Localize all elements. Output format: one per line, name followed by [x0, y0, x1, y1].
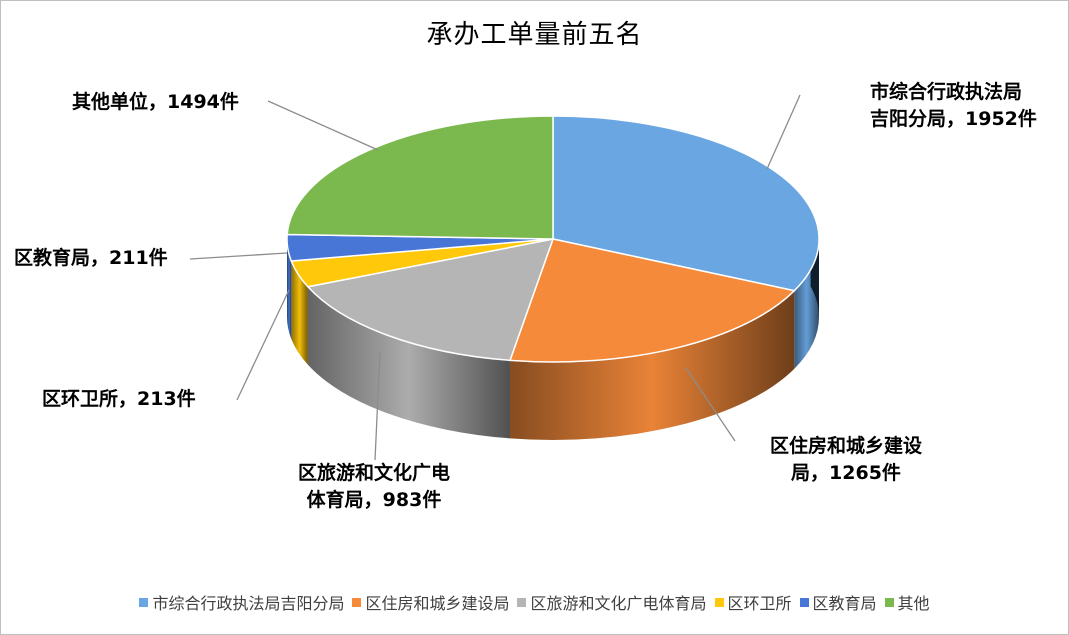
legend-swatch [517, 597, 527, 607]
pie-side-sanitation [291, 261, 308, 365]
legend-label: 区环卫所 [727, 594, 792, 613]
legend-item-education: 区教育局 [799, 590, 877, 614]
data-label-tourism: 区旅游和文化广电 体育局，983件 [280, 460, 468, 514]
legend-item-law-enforcement: 市综合行政执法局吉阳分局 [139, 590, 344, 614]
leader-line-other [267, 100, 379, 151]
data-label-line: 体育局，983件 [306, 489, 442, 511]
pie-slice-law-enforcement [552, 115, 820, 292]
leader-line-tourism [374, 351, 381, 461]
data-label-line: 其他单位，1494件 [72, 91, 239, 113]
pie-slice-tourism [306, 238, 555, 362]
data-label-line: 市综合行政执法局 [870, 81, 1023, 103]
data-label-sanitation: 区环卫所，213件 [42, 386, 196, 413]
pie-slice-housing [508, 238, 796, 363]
legend-swatch [884, 597, 894, 607]
legend-swatch [799, 597, 809, 607]
legend-swatch [139, 597, 149, 607]
data-label-line: 区教育局，211件 [14, 247, 168, 269]
data-label-law-enforcement: 市综合行政执法局 吉阳分局，1952件 [870, 79, 1037, 133]
data-label-other: 其他单位，1494件 [72, 89, 239, 116]
data-label-education: 区教育局，211件 [14, 245, 168, 272]
chart-legend: 市综合行政执法局吉阳分局 区住房和城乡建设局 区旅游和文化广电体育局 区环卫所 区教育局… [0, 590, 1069, 614]
legend-item-tourism: 区旅游和文化广电体育局 [517, 590, 707, 614]
data-label-line: 区住房和城乡建设 [769, 435, 922, 457]
chart-title: 承办工单量前五名 [426, 20, 643, 50]
leader-line-education [189, 252, 288, 260]
pie-side-education [287, 239, 292, 340]
legend-label: 区住房和城乡建设局 [365, 594, 510, 613]
data-label-line: 区环卫所，213件 [42, 388, 196, 410]
data-label-housing: 区住房和城乡建设 局，1265件 [752, 433, 940, 487]
pie-side-housing [510, 290, 795, 440]
pie-side-tourism [307, 286, 511, 439]
data-label-line: 局，1265件 [791, 462, 901, 484]
legend-swatch [352, 597, 362, 607]
leader-line-housing [685, 367, 736, 442]
data-label-line: 区旅游和文化广电 [297, 462, 450, 484]
leader-line-law-enforcement [766, 94, 801, 170]
legend-label: 市综合行政执法局吉阳分局 [152, 594, 345, 613]
legend-item-sanitation: 区环卫所 [714, 590, 792, 614]
pie-slice-other [286, 115, 554, 240]
legend-item-housing: 区住房和城乡建设局 [352, 590, 509, 614]
data-label-line: 吉阳分局，1952件 [870, 108, 1037, 130]
leader-line-sanitation [236, 289, 290, 401]
legend-label: 其他 [897, 594, 930, 613]
legend-label: 区教育局 [812, 594, 877, 613]
legend-item-other: 其他 [884, 590, 930, 614]
legend-swatch [714, 597, 724, 607]
legend-label: 区旅游和文化广电体育局 [530, 594, 707, 613]
